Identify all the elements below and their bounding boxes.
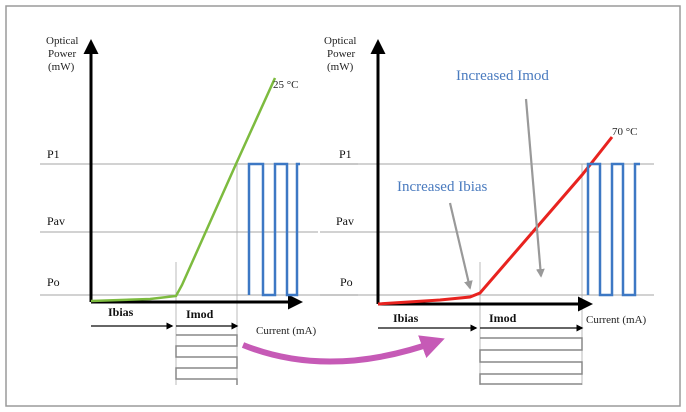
left-pav-label: Pav [47, 214, 65, 228]
left-panel: Optical Power (mW) P1 Pav Po 25 °C Ibias… [40, 35, 358, 385]
right-y-axis-label-line2: Power [327, 48, 355, 60]
left-y-axis-label-line2: Power [48, 48, 76, 60]
increased-imod-label: Increased Imod [456, 68, 549, 84]
left-y-axis-label-line3: (mW) [48, 61, 75, 73]
figure-border [5, 5, 681, 407]
left-po-label: Po [47, 275, 60, 289]
right-po-label: Po [340, 275, 353, 289]
right-p1-label: P1 [339, 147, 352, 161]
right-ibias-label: Ibias [393, 311, 419, 325]
left-current-modulation-ladder [175, 334, 238, 385]
right-optical-pulse-train [586, 162, 640, 297]
transition-arrow [241, 335, 445, 365]
left-p1-label: P1 [47, 147, 60, 161]
right-x-axis-label: Current (mA) [586, 314, 647, 326]
left-temperature-label: 25 °C [273, 79, 299, 91]
right-current-modulation-ladder [479, 337, 583, 385]
left-y-axis-label-line1: Optical [46, 35, 78, 47]
increased-imod-arrow [524, 98, 545, 278]
left-optical-pulse-train [247, 162, 300, 297]
right-imod-label: Imod [489, 311, 517, 325]
right-y-axis-label-line1: Optical [324, 35, 356, 47]
left-ibias-label: Ibias [108, 305, 134, 319]
right-temperature-label: 70 °C [612, 126, 638, 138]
right-pav-label: Pav [336, 214, 354, 228]
left-li-curve-25c [90, 77, 277, 303]
increased-ibias-arrow [448, 202, 473, 290]
left-imod-label: Imod [186, 307, 214, 321]
increased-ibias-label: Increased Ibias [397, 179, 488, 195]
right-y-axis-label-line3: (mW) [327, 61, 354, 73]
right-panel: Optical Power (mW) P1 Pav Po 70 °C Incre… [320, 35, 654, 385]
left-x-axis-label: Current (mA) [256, 325, 317, 337]
